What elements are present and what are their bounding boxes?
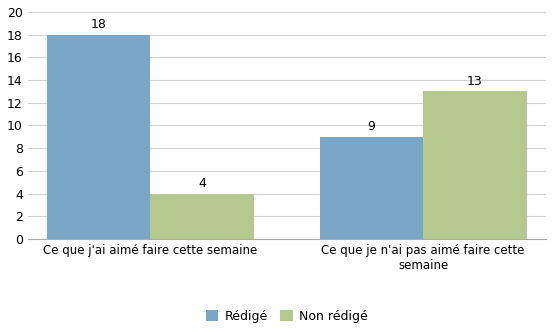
Text: 18: 18 bbox=[91, 18, 107, 31]
Bar bbox=[320, 137, 423, 239]
Bar bbox=[423, 91, 527, 239]
Bar bbox=[150, 194, 254, 239]
Text: 13: 13 bbox=[467, 75, 483, 88]
Legend: Rédigé, Non rédigé: Rédigé, Non rédigé bbox=[201, 305, 373, 328]
Text: 4: 4 bbox=[199, 177, 206, 190]
Bar bbox=[47, 35, 150, 239]
Text: 9: 9 bbox=[367, 121, 375, 133]
